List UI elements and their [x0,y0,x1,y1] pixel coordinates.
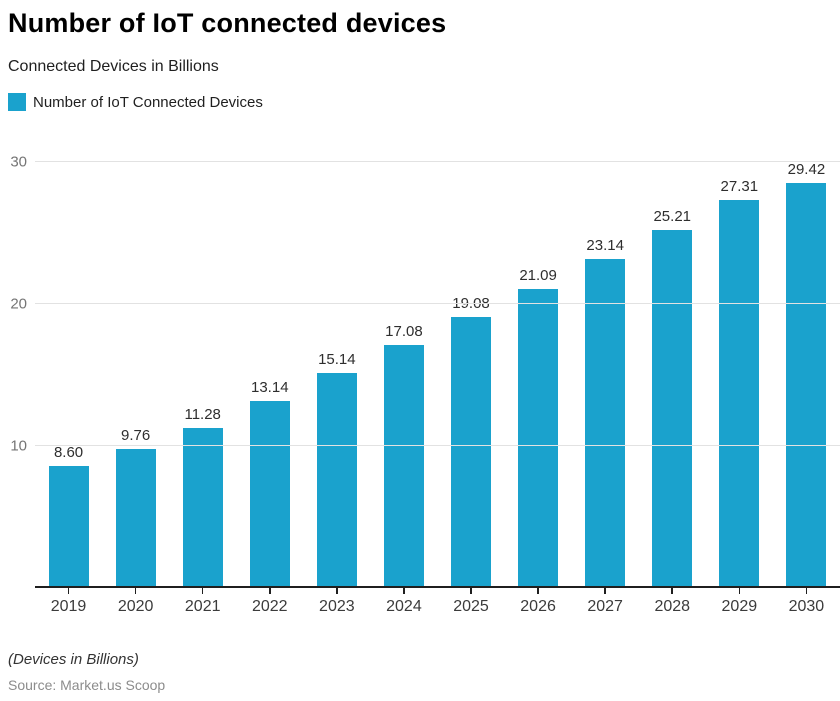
x-axis-label-2028: 2028 [654,598,691,615]
bar-value-label-2019: 8.60 [53,443,84,461]
x-axis-label-2020: 2020 [117,598,154,615]
x-tick-2019 [67,588,70,594]
x-cell-2022: 2022 [236,588,303,615]
x-axis-label-2024: 2024 [386,598,422,615]
y-tick-label-10: 10 [10,437,27,455]
chart-title: Number of IoT connected devices [8,8,447,38]
x-tick-2020 [134,588,137,594]
x-tick-2030 [805,588,808,594]
bar-value-label-2022: 13.14 [251,379,289,397]
bar-cell-2019: 8.60 [35,162,102,588]
bar-cell-2028: 25.21 [639,162,706,588]
bars-row: 8.60 9.76 11.28 13.14 15.14 17.08 19.08 21.09 23… [35,162,840,588]
x-cell-2024: 2024 [370,588,437,615]
x-cell-2029: 2029 [706,588,773,615]
x-tick-2028 [671,588,673,594]
source-label: Source: Market.us Scoop [8,677,166,693]
axis-note: (Devices in Billions) [8,651,139,668]
bar-2021 [182,427,223,588]
bar-cell-2030: 29.42 [773,162,840,588]
bar-value-label-2026: 21.09 [519,266,557,284]
x-axis-label-2029: 2029 [721,598,758,615]
bar-2025 [451,317,491,588]
bar-cell-2023: 15.14 [303,162,370,588]
bar-2029 [719,200,760,588]
x-axis-label-2022: 2022 [251,598,288,615]
x-axis-label-2027: 2027 [587,598,623,615]
bar-2028 [652,230,693,588]
x-axis-label-2019: 2019 [50,598,87,615]
gridline-y-20 [35,303,840,304]
bar-2019 [48,465,89,588]
x-tick-2027 [604,588,606,594]
bar-2022 [249,401,290,588]
gridline-y-30 [35,161,840,162]
gridline-y-10 [35,445,840,446]
bar-cell-2027: 23.14 [572,162,639,588]
y-tick-label-30: 30 [10,153,27,171]
bar-cell-2020: 9.76 [102,162,169,588]
x-cell-2028: 2028 [639,588,706,615]
x-cell-2027: 2027 [572,588,639,615]
bar-cell-2029: 27.31 [706,162,773,588]
x-axis-label-2023: 2023 [319,598,355,615]
x-tick-2025 [470,588,472,594]
x-axis-label-2026: 2026 [520,598,556,615]
x-cell-2030: 2030 [773,588,840,615]
x-axis-label-2025: 2025 [453,598,489,615]
chart-subtitle: Connected Devices in Billions [8,58,219,75]
bar-value-label-2027: 23.14 [586,237,624,255]
x-cell-2019: 2019 [35,588,102,615]
x-tick-2029 [738,588,741,594]
x-axis-label-2030: 2030 [788,598,825,615]
x-cell-2023: 2023 [303,588,370,615]
legend: Number of IoT Connected Devices [8,93,263,111]
x-tick-2024 [403,588,405,594]
bar-2020 [115,449,156,588]
bar-2023 [316,373,357,588]
x-tick-2022 [269,588,271,594]
bar-cell-2024: 17.08 [370,162,437,588]
x-cell-2021: 2021 [169,588,236,615]
bar-cell-2026: 21.09 [505,162,572,588]
bar-2030 [786,183,827,588]
bar-2027 [585,259,626,588]
bar-value-label-2030: 29.42 [787,161,826,178]
bar-chart: 8.60 9.76 11.28 13.14 15.14 17.08 19.08 21.09 23… [0,130,840,588]
bar-cell-2021: 11.28 [169,162,236,588]
x-cell-2020: 2020 [102,588,169,615]
bar-2024 [383,345,424,588]
bar-cell-2025: 19.08 [437,162,504,588]
x-axis-labels: 2019 2020 2021 2022 2023 2024 2025 2026 2027 2028… [35,588,840,615]
x-cell-2026: 2026 [505,588,572,615]
x-axis-label-2021: 2021 [184,598,221,615]
x-cell-2025: 2025 [437,588,504,615]
bar-value-label-2021: 11.28 [184,405,221,423]
bar-cell-2022: 13.14 [236,162,303,588]
x-tick-2026 [537,588,539,594]
bar-value-label-2020: 9.76 [121,427,151,445]
bar-value-label-2023: 15.14 [318,351,356,369]
legend-swatch-icon [8,93,26,111]
bar-value-label-2028: 25.21 [653,208,692,226]
y-tick-label-20: 20 [10,295,27,313]
bar-2026 [518,288,559,588]
x-tick-2023 [336,588,338,594]
bar-value-label-2024: 17.08 [385,323,423,341]
x-tick-2021 [201,588,204,594]
bar-value-label-2029: 27.31 [720,178,759,196]
legend-label: Number of IoT Connected Devices [33,93,263,111]
x-axis-line [35,586,840,588]
